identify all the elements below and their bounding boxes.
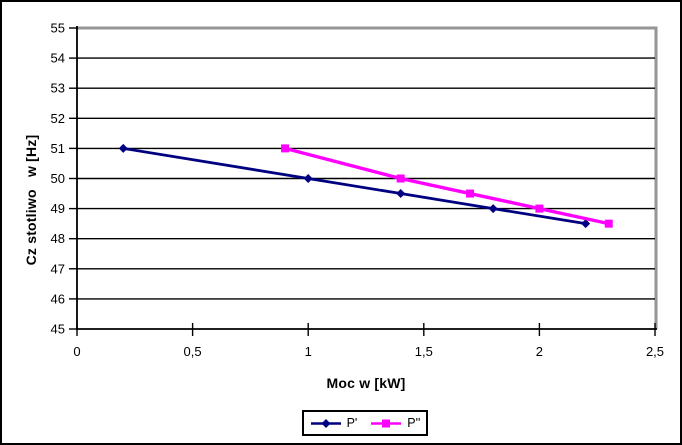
series-line-0 [123,147,586,226]
y-tick-label: 46 [51,291,65,306]
square-marker-icon [396,174,405,183]
diamond-marker-icon [581,219,591,229]
x-tick-label: 0,5 [184,344,202,359]
legend-item-p-double-prime: P'' [370,416,420,430]
y-tick-label: 47 [51,261,65,276]
legend-label-p-double-prime: P'' [407,416,421,430]
diamond-marker-icon [488,204,498,214]
x-tick-label: 1,5 [415,344,433,359]
line-diamond-swatch-icon [310,418,341,428]
legend-label-p-prime: P' [346,416,358,430]
legend-item-p-prime: P' [310,416,358,430]
square-marker-icon [604,219,613,228]
x-tick-label: 2 [536,344,543,359]
x-tick-label: 2,5 [646,344,664,359]
diamond-marker-icon [303,174,313,183]
legend: P' P'' [302,410,428,436]
y-tick-label: 48 [51,231,65,246]
y-axis-title: Cz stotliwo w [Hz] [23,134,39,266]
y-tick-label: 55 [51,21,65,36]
square-marker-icon [535,204,544,213]
y-tick-label: 54 [51,51,65,66]
y-tick-label: 49 [51,201,65,216]
y-tick-label: 51 [51,141,65,156]
y-tick-label: 50 [51,171,65,186]
diamond-marker-icon [118,143,128,153]
y-tick-label: 53 [51,81,65,96]
x-tick-label: 1 [305,344,312,359]
square-marker-icon [466,189,475,198]
line-square-swatch-icon [371,419,402,427]
y-tick-label: 52 [51,111,65,126]
x-tick-label: 0 [73,344,80,359]
y-tick-label: 45 [51,322,65,337]
series-line-1 [284,146,610,226]
square-marker-icon [281,144,290,153]
x-axis-title: Moc w [kW] [326,375,406,391]
diamond-marker-icon [396,189,406,199]
